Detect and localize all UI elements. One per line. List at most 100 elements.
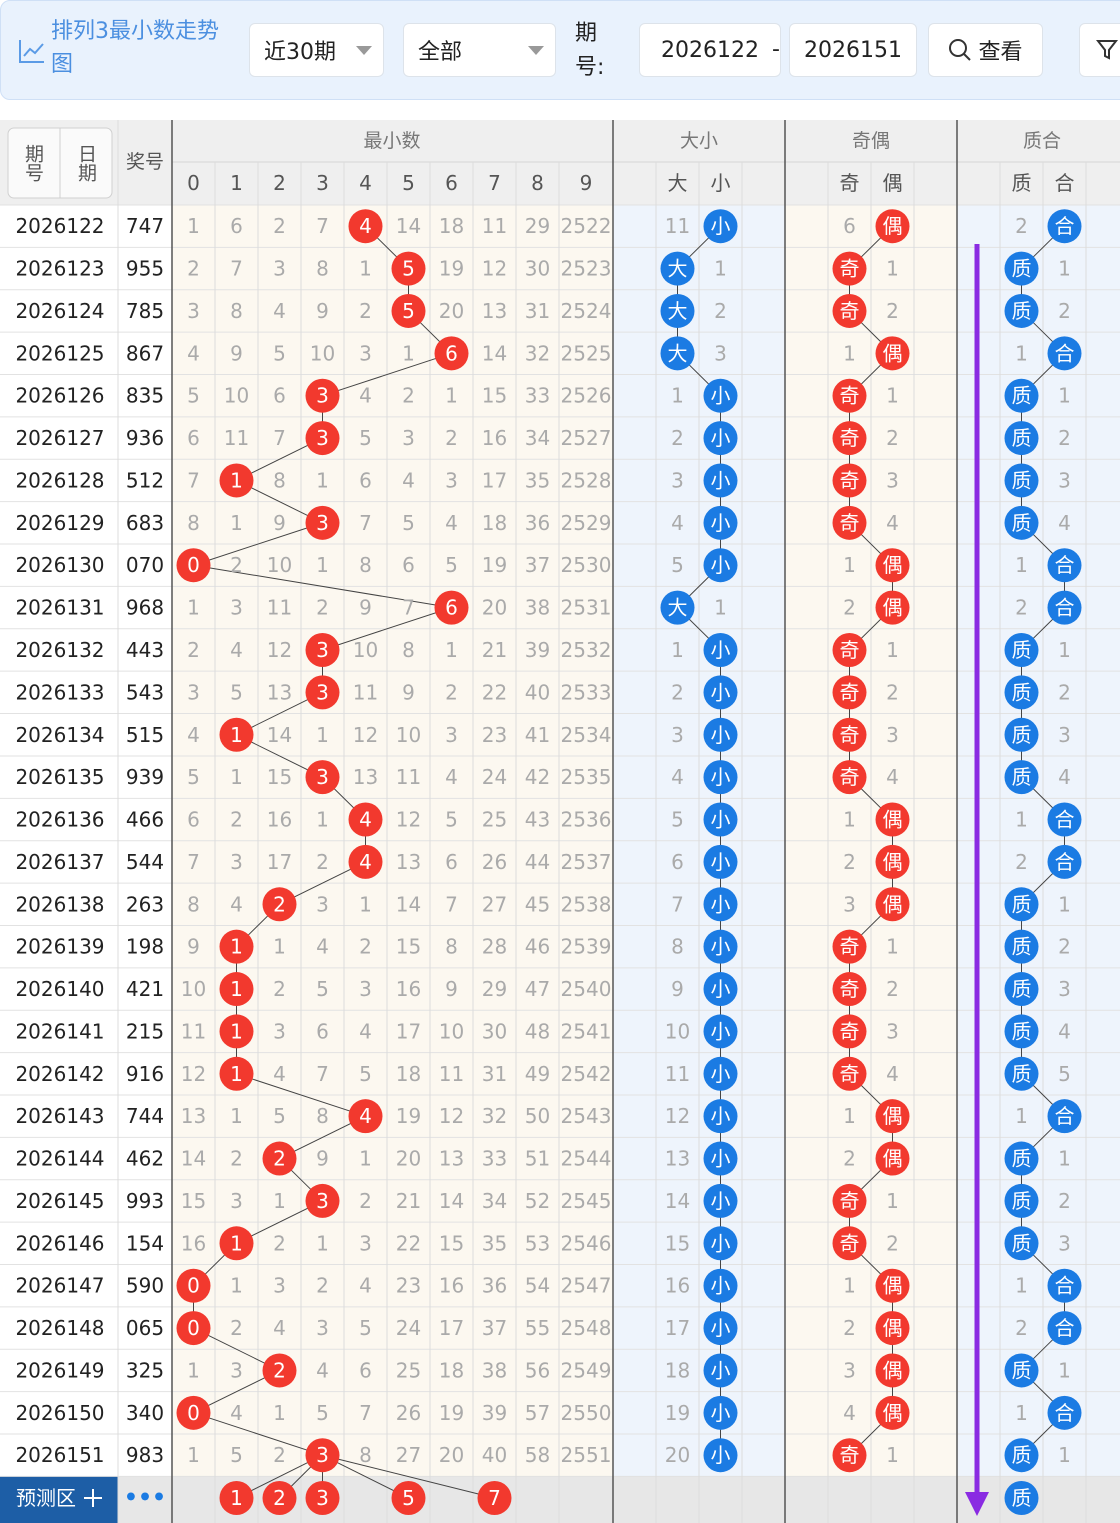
miss-count: 2 xyxy=(1058,1189,1071,1213)
parity-hit: 偶 xyxy=(883,892,903,916)
miss-count: 6 xyxy=(187,808,200,832)
min-digit: 4 xyxy=(359,808,372,832)
miss-count: 9 xyxy=(445,977,458,1001)
miss-count: 18 xyxy=(396,1062,421,1086)
filter-button[interactable] xyxy=(1079,23,1120,77)
miss-count: 2 xyxy=(230,808,243,832)
miss-count: 1 xyxy=(359,892,372,916)
miss-count: 44 xyxy=(525,850,550,874)
size-hit-ball xyxy=(703,1183,738,1218)
miss-count: 15 xyxy=(439,1231,464,1255)
miss-count: 6 xyxy=(187,426,200,450)
miss-count: 14 xyxy=(439,1189,464,1213)
prime-hit: 质 xyxy=(1012,299,1032,323)
min-digit-ball xyxy=(305,632,340,667)
size-hit: 小 xyxy=(711,214,731,238)
miss-count: 55 xyxy=(525,1316,550,1340)
miss-count: 3 xyxy=(187,299,200,323)
caret xyxy=(528,46,544,55)
miss-count: 1 xyxy=(316,1231,329,1255)
size-hit: 小 xyxy=(711,892,731,916)
parity-hit: 奇 xyxy=(840,257,860,281)
miss-count: 2 xyxy=(886,426,899,450)
issue: 2026130 xyxy=(15,553,104,577)
prime-hit: 合 xyxy=(1055,1401,1075,1425)
issue-from-input[interactable]: 2026122 xyxy=(639,23,781,77)
range-select[interactable]: 近30期 xyxy=(249,23,384,77)
issue-to: 2026151 xyxy=(804,37,902,63)
miss-count: 8 xyxy=(187,511,200,535)
prime-hit: 质 xyxy=(1012,468,1032,492)
miss-count: 8 xyxy=(359,1443,372,1467)
size-hit-ball xyxy=(703,632,738,667)
min-digit: 6 xyxy=(445,596,458,620)
miss-count: 1 xyxy=(316,723,329,747)
parity-hit: 偶 xyxy=(883,553,903,577)
miss-count: 3 xyxy=(273,1019,286,1043)
group-header: 奇偶 xyxy=(852,130,890,152)
miss-count: 2 xyxy=(230,553,243,577)
prime-hit-ball xyxy=(1047,336,1082,371)
miss-count: 5 xyxy=(671,553,684,577)
miss-count: 2 xyxy=(714,299,727,323)
miss-count: 20 xyxy=(439,1443,464,1467)
miss-count: 4 xyxy=(402,468,415,492)
number-header: 奖号 xyxy=(126,151,164,173)
miss-count: 2 xyxy=(886,299,899,323)
miss-count: 31 xyxy=(482,1062,507,1086)
parity-hit: 偶 xyxy=(883,1316,903,1340)
issue: 2026124 xyxy=(15,299,104,323)
min-digit: 4 xyxy=(359,214,372,238)
caret xyxy=(356,46,372,55)
issue-to-input[interactable]: 2026151 xyxy=(789,23,917,77)
min-digit: 4 xyxy=(359,1104,372,1128)
min-digit: 1 xyxy=(230,723,243,747)
prime-hit-ball xyxy=(1004,929,1039,964)
miss-count: 2538 xyxy=(561,892,612,916)
date-header: 日期 xyxy=(75,144,97,182)
miss-count: 2524 xyxy=(561,299,612,323)
min-digit: 6 xyxy=(445,341,458,365)
miss-count: 13 xyxy=(267,680,292,704)
filter-select[interactable]: 全部 xyxy=(403,23,556,77)
size-hit-ball xyxy=(703,760,738,795)
forecast-digit: 3 xyxy=(316,1486,329,1510)
miss-count: 40 xyxy=(525,680,550,704)
size-hit: 小 xyxy=(711,723,731,747)
size-hit-ball xyxy=(703,1099,738,1134)
miss-count: 43 xyxy=(525,808,550,832)
miss-count: 6 xyxy=(445,850,458,874)
miss-count: 27 xyxy=(396,1443,421,1467)
number: 590 xyxy=(126,1274,164,1298)
miss-count: 6 xyxy=(843,214,856,238)
parity-hit-ball xyxy=(832,1183,867,1218)
miss-count: 12 xyxy=(267,638,292,662)
miss-count: 10 xyxy=(665,1019,690,1043)
miss-count: 9 xyxy=(402,680,415,704)
size-hit-ball xyxy=(703,1141,738,1176)
size-hit: 小 xyxy=(711,511,731,535)
prime-hit: 质 xyxy=(1012,935,1032,959)
issue: 2026136 xyxy=(15,808,104,832)
miss-count: 3 xyxy=(671,468,684,492)
issue: 2026140 xyxy=(15,977,104,1001)
parity-hit: 偶 xyxy=(883,850,903,874)
miss-count: 26 xyxy=(482,850,507,874)
size-hit: 小 xyxy=(711,1231,731,1255)
miss-count: 51 xyxy=(525,1147,550,1171)
miss-count: 7 xyxy=(187,850,200,874)
miss-count: 37 xyxy=(525,553,550,577)
prime-header: 质 xyxy=(1012,171,1032,195)
size-hit-ball xyxy=(703,421,738,456)
miss-count: 10 xyxy=(181,977,206,1001)
number: 683 xyxy=(126,511,164,535)
miss-count: 2550 xyxy=(561,1401,612,1425)
view-button[interactable]: 查看 xyxy=(928,23,1043,77)
prime-hit: 合 xyxy=(1055,214,1075,238)
miss-count: 27 xyxy=(482,892,507,916)
forecast-digit: 7 xyxy=(488,1486,501,1510)
issue: 2026146 xyxy=(15,1231,104,1255)
miss-count: 3 xyxy=(359,1231,372,1255)
miss-count: 7 xyxy=(445,892,458,916)
miss-count: 2 xyxy=(671,426,684,450)
